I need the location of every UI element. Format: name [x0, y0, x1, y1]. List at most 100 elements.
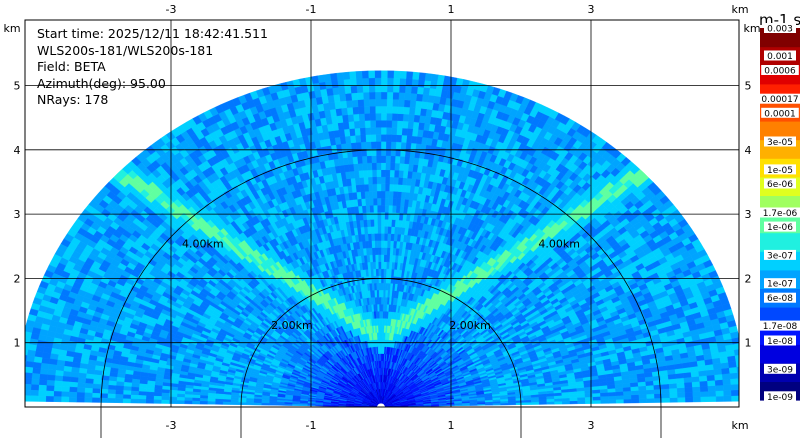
heatmap-cell [380, 91, 388, 100]
heatmap-cell [384, 197, 390, 206]
heatmap-cell [376, 176, 382, 185]
heatmap-cell [734, 354, 739, 362]
heatmap-cell [402, 113, 410, 122]
heatmap-cell [383, 247, 388, 255]
heatmap-cell [372, 197, 378, 206]
heatmap-cell [728, 366, 738, 374]
heatmap-cell [369, 212, 375, 220]
heatmap-cell [378, 296, 382, 305]
heatmap-cell [368, 91, 376, 100]
heatmap-cell [380, 275, 384, 284]
heatmap-cell [386, 120, 393, 128]
heatmap-cell [361, 77, 370, 86]
heatmap-cell [406, 128, 414, 137]
heatmap-cell [392, 190, 398, 199]
heatmap-cell [721, 367, 731, 375]
heatmap-cell [384, 226, 389, 234]
heatmap-cell [386, 112, 393, 121]
heatmap-cell [646, 397, 655, 403]
heatmap-cell [370, 226, 375, 234]
heatmap-cell [392, 98, 399, 107]
heatmap-cell [355, 70, 363, 79]
heatmap-cell [350, 92, 358, 101]
heatmap-cell [380, 204, 386, 213]
heatmap-cell [423, 79, 432, 89]
heatmap-cell [347, 114, 355, 123]
heatmap-cell [391, 219, 396, 228]
heatmap-cell [707, 390, 717, 397]
heatmap-cell [427, 94, 435, 104]
heatmap-cell [380, 197, 386, 206]
heatmap-cell [367, 70, 375, 79]
heatmap-cell [364, 190, 370, 199]
heatmap-cell [396, 127, 403, 136]
heatmap-cell [404, 85, 412, 94]
heatmap-cell [396, 120, 404, 129]
heatmap-cell [398, 170, 404, 178]
heatmap-cell [715, 390, 725, 397]
heatmap-cell [372, 183, 378, 192]
heatmap-cell [363, 183, 369, 192]
heatmap-cell [366, 162, 373, 171]
heatmap-cell [685, 396, 694, 403]
heatmap-cell [380, 84, 388, 93]
heatmap-cell [391, 212, 397, 220]
heatmap-cell [370, 233, 375, 241]
heatmap-cell [354, 134, 362, 143]
heatmap-cell [377, 247, 382, 255]
heatmap-cell [350, 85, 358, 94]
heatmap-cell [421, 94, 429, 103]
heatmap-cell [380, 332, 383, 340]
heatmap-cell [377, 254, 382, 262]
heatmap-cell [390, 226, 395, 235]
heatmap-cell [386, 98, 393, 107]
heatmap-cell [344, 85, 352, 94]
heatmap-cell [380, 282, 384, 291]
heatmap-cell [615, 391, 624, 396]
heatmap-cell [369, 112, 376, 121]
heatmap-cell [380, 254, 385, 262]
heatmap-cell [669, 392, 678, 398]
heatmap-cell [554, 400, 563, 405]
heatmap-cell [669, 397, 679, 403]
heatmap-cell [405, 142, 412, 151]
heatmap-cell [386, 254, 390, 263]
heatmap-cell [388, 197, 394, 206]
heatmap-cell [383, 268, 387, 277]
heatmap-cell [356, 85, 364, 93]
heatmap-cell [385, 127, 392, 135]
heatmap-cell [661, 392, 671, 399]
heatmap-cell [391, 106, 399, 114]
heatmap-cell [368, 183, 374, 192]
heatmap-cell [698, 375, 708, 382]
heatmap-cell [377, 226, 382, 234]
heatmap-cell [383, 275, 387, 284]
heatmap-cell [386, 77, 394, 86]
heatmap-cell [357, 99, 365, 108]
heatmap-cell [403, 163, 410, 172]
heatmap-cell [723, 389, 732, 397]
heatmap-cell [398, 92, 406, 101]
heatmap-cell [385, 141, 392, 149]
heatmap-cell [410, 135, 418, 144]
heatmap-cell [692, 391, 701, 398]
heatmap-cell [738, 383, 739, 391]
heatmap-cell [677, 396, 686, 403]
heatmap-cell [371, 169, 377, 178]
heatmap-cell [409, 92, 418, 101]
heatmap-cell [373, 211, 378, 220]
heatmap-cell [348, 128, 356, 137]
heatmap-cell [403, 156, 410, 165]
heatmap-cell [380, 318, 383, 326]
heatmap-cell [676, 387, 686, 393]
heatmap-cell [338, 86, 346, 95]
heatmap-cell [400, 134, 408, 143]
heatmap-cell [707, 385, 717, 392]
heatmap-cell [631, 398, 640, 404]
heatmap-cell [378, 268, 382, 276]
heatmap-cell [338, 93, 347, 102]
heatmap-cell [391, 205, 397, 213]
heatmap-cell [377, 211, 382, 220]
heatmap-cell [699, 385, 709, 392]
